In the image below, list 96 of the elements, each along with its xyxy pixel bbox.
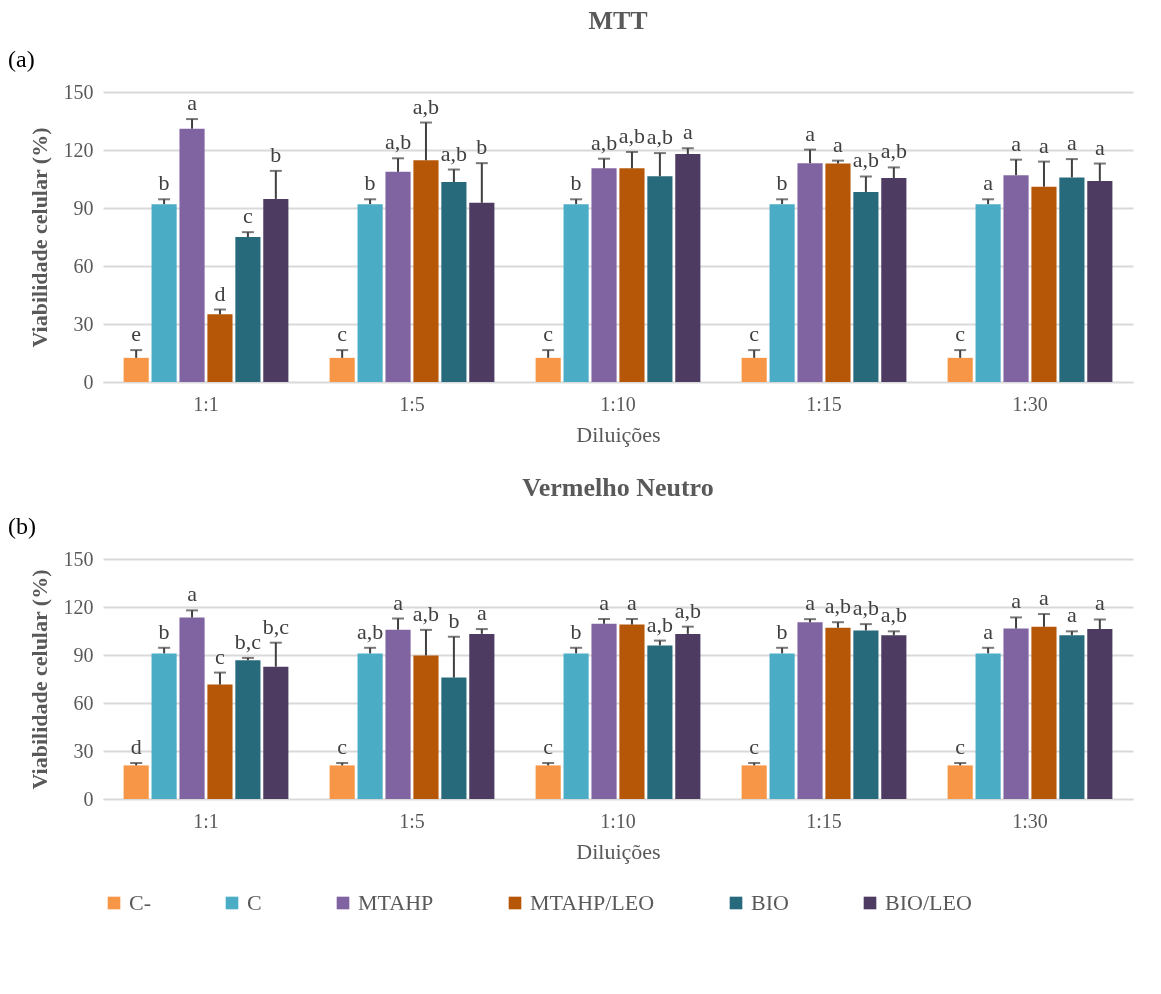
x-axis-title: Diluições [576, 421, 661, 447]
data-label: c [749, 734, 760, 759]
x-tick-label: 1:30 [1012, 392, 1048, 415]
data-label: c [543, 321, 554, 347]
data-label: b [364, 170, 376, 196]
data-label: a [805, 120, 816, 146]
data-label: a,b [356, 618, 384, 644]
text: (b) [8, 513, 36, 539]
data-label: b [158, 618, 170, 644]
y-axis-title: Viabilidade celular (%) [26, 127, 52, 348]
data-label: b,c [262, 613, 290, 639]
x-tick-label: 1:1 [193, 392, 219, 415]
data-label: e [131, 321, 142, 347]
data-label: b [776, 618, 788, 644]
x-tick-label: 1:30 [1012, 809, 1048, 832]
data-label: d [130, 734, 142, 759]
y-tick-label: 120 [63, 595, 94, 618]
data-label: a,b [412, 600, 440, 626]
data-label: c [215, 643, 226, 669]
data-label: a [1094, 134, 1105, 160]
data-label: b [158, 170, 170, 196]
data-label: a,b [824, 593, 852, 619]
legend-label: MTAHP [358, 890, 434, 915]
data-label: a [1039, 132, 1050, 158]
x-tick-label: 1:10 [600, 392, 636, 415]
data-label: b [776, 170, 788, 196]
data-label: a,b [412, 93, 440, 119]
data-label: c [337, 321, 348, 347]
data-label: a,b [590, 129, 618, 155]
data-label: c [337, 734, 348, 759]
data-label: a [1039, 585, 1050, 611]
data-label: c [955, 734, 966, 759]
y-tick-label: 0 [83, 370, 94, 393]
data-label: b [476, 134, 488, 160]
data-label: a [599, 590, 610, 615]
chart-title: Vermelho Neutro [522, 473, 714, 502]
x-tick-label: 1:15 [806, 809, 842, 832]
data-label: c [243, 203, 254, 229]
data-label: a,b [384, 129, 412, 155]
y-tick-label: 90 [73, 643, 94, 666]
data-label: a,b [880, 602, 907, 628]
y-axis-title: Viabilidade celular (%) [26, 569, 52, 790]
y-tick-label: 30 [73, 312, 94, 335]
data-label: c [955, 321, 966, 347]
data-label: a [1011, 588, 1022, 614]
data-label: a [627, 590, 638, 615]
x-tick-label: 1:15 [806, 392, 842, 415]
data-label: c [749, 321, 760, 347]
x-tick-label: 1:10 [600, 809, 636, 832]
y-tick-label: 150 [63, 547, 94, 570]
data-label: a [1067, 130, 1078, 156]
data-label: a,b [674, 597, 701, 623]
data-label: a [393, 589, 404, 615]
y-tick-label: 90 [73, 196, 94, 219]
data-label: d [214, 280, 226, 306]
data-label: a,b [880, 138, 907, 164]
legend-label: C- [129, 890, 151, 915]
y-tick-label: 150 [63, 80, 94, 103]
data-label: a,b [852, 595, 880, 621]
data-label: a,b [852, 147, 880, 173]
data-label: a [805, 590, 816, 616]
x-tick-label: 1:1 [193, 809, 219, 832]
data-label: a,b [440, 140, 468, 166]
data-label: a [983, 170, 994, 196]
y-tick-label: 60 [73, 691, 94, 714]
text: (a) [8, 46, 35, 72]
data-label: a [187, 581, 198, 607]
data-label: a [1067, 602, 1078, 628]
data-label: b,c [234, 628, 262, 654]
data-label: a,b [646, 611, 674, 637]
y-tick-label: 60 [73, 254, 94, 277]
data-label: b [570, 170, 582, 196]
data-label: b [570, 618, 582, 644]
legend-label: MTAHP/LEO [530, 890, 655, 915]
data-label: a [682, 119, 693, 145]
y-tick-label: 120 [63, 138, 94, 161]
data-label: b [270, 141, 282, 167]
legend-label: C [247, 890, 262, 915]
legend-label: BIO/LEO [885, 890, 972, 915]
data-label: b [448, 607, 460, 633]
x-axis-title: Diluições [576, 838, 661, 864]
data-label: a [1094, 590, 1105, 616]
data-label: a,b [646, 124, 674, 150]
legend-label: BIO [751, 890, 789, 915]
data-label: a [476, 600, 487, 626]
chart-title: MTT [588, 6, 648, 35]
data-label: a [833, 131, 844, 157]
x-tick-label: 1:5 [399, 392, 425, 415]
data-label: a [187, 90, 198, 116]
data-label: a [1011, 130, 1022, 156]
data-label: a,b [618, 122, 646, 148]
x-tick-label: 1:5 [399, 809, 425, 832]
y-tick-label: 0 [83, 787, 94, 810]
data-label: a [983, 618, 994, 644]
data-label: c [543, 734, 554, 759]
y-tick-label: 30 [73, 739, 94, 762]
